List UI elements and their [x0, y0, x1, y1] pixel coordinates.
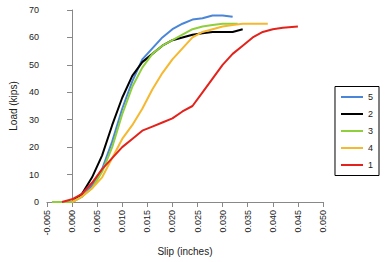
- svg-text:0.040: 0.040: [268, 210, 278, 233]
- svg-text:0: 0: [34, 197, 39, 207]
- svg-text:0.035: 0.035: [243, 210, 253, 233]
- svg-text:0.025: 0.025: [193, 210, 203, 233]
- svg-text:2: 2: [368, 109, 373, 119]
- svg-text:0.050: 0.050: [318, 210, 328, 233]
- svg-text:0.010: 0.010: [117, 210, 127, 233]
- svg-text:-0.005: -0.005: [42, 210, 52, 236]
- svg-text:0.000: 0.000: [67, 210, 77, 233]
- svg-text:0.030: 0.030: [218, 210, 228, 233]
- svg-text:50: 50: [29, 60, 39, 70]
- svg-text:Load (kips): Load (kips): [8, 81, 19, 130]
- svg-text:3: 3: [368, 126, 373, 136]
- svg-text:1: 1: [368, 160, 373, 170]
- svg-text:4: 4: [368, 143, 373, 153]
- svg-text:20: 20: [29, 142, 39, 152]
- svg-text:10: 10: [29, 170, 39, 180]
- svg-text:0.020: 0.020: [167, 210, 177, 233]
- svg-text:40: 40: [29, 87, 39, 97]
- svg-text:70: 70: [29, 5, 39, 15]
- svg-text:30: 30: [29, 115, 39, 125]
- svg-text:5: 5: [368, 92, 373, 102]
- svg-text:60: 60: [29, 32, 39, 42]
- svg-text:0.045: 0.045: [293, 210, 303, 233]
- svg-text:Slip (inches): Slip (inches): [157, 246, 212, 257]
- svg-text:0.015: 0.015: [142, 210, 152, 233]
- svg-text:0.005: 0.005: [92, 210, 102, 233]
